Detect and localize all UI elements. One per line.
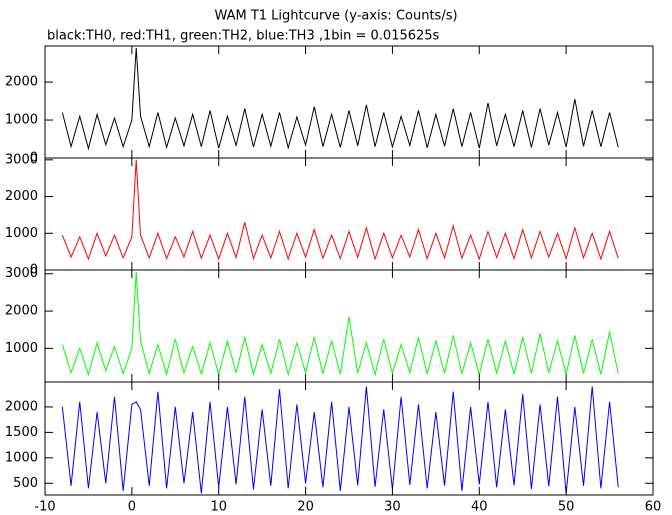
y-tick-label: 3000: [5, 152, 38, 167]
y-tick-label: 2000: [5, 304, 38, 319]
panel-frame: [44, 157, 654, 271]
x-tick-label: 50: [558, 500, 575, 515]
y-tick-label: 0: [30, 263, 38, 278]
panel-frame: [44, 45, 654, 159]
x-tick-label: 10: [210, 500, 227, 515]
x-tick-label: 0: [128, 500, 136, 515]
lightcurve: [61, 386, 619, 494]
lightcurve: [61, 159, 619, 261]
x-tick-label: 20: [297, 500, 314, 515]
y-tick-label: 3000: [5, 266, 38, 281]
x-tick-label: 40: [471, 500, 488, 515]
y-tick-label: 1000: [5, 113, 38, 128]
y-tick-label: 2000: [5, 189, 38, 204]
y-tick-label: 0: [30, 151, 38, 166]
panel-frame: [44, 381, 654, 496]
y-tick-label: 1500: [5, 425, 38, 440]
x-tick-label: 60: [645, 500, 662, 515]
chart-subtitle: black:TH0, red:TH1, green:TH2, blue:TH3 …: [47, 29, 440, 44]
y-tick-label: 500: [13, 476, 38, 491]
y-tick-label: 2000: [5, 399, 38, 414]
y-tick-label: 2000: [5, 75, 38, 90]
lightcurve: [61, 47, 619, 151]
lightcurve: [61, 271, 619, 377]
chart-title: WAM T1 Lightcurve (y-axis: Counts/s): [214, 9, 457, 24]
y-tick-label: 1000: [5, 341, 38, 356]
y-tick-label: 1000: [5, 450, 38, 465]
x-tick-label: 30: [384, 500, 401, 515]
panel-frame: [44, 269, 654, 383]
x-tick-label: -10: [34, 500, 55, 515]
y-tick-label: 1000: [5, 226, 38, 241]
